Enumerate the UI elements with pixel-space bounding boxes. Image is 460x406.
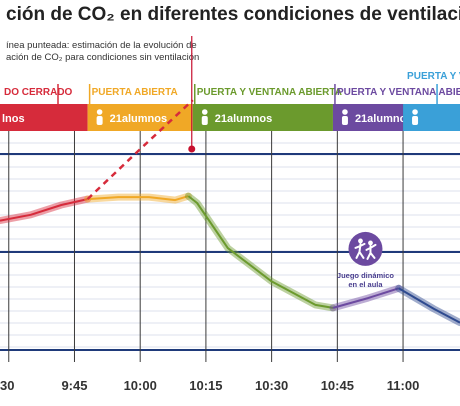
phase-bands: DO CERRADO lnos PUERTA ABIERTA 21alumnos PUE… xyxy=(0,71,460,131)
phase-label: PUERTA ABIERTA xyxy=(92,87,178,98)
band-label: 21alumnos xyxy=(215,113,272,125)
grid-lines xyxy=(0,104,460,362)
phase-band xyxy=(192,104,333,131)
person-icon xyxy=(201,109,208,125)
person-icon-body xyxy=(412,116,419,125)
person-icon-head xyxy=(201,109,208,115)
phase-band xyxy=(87,104,193,131)
marker-dot xyxy=(188,145,196,153)
x-axis-ticks: 30 9:45 10:00 10:15 10:30 10:45 11:00 xyxy=(0,378,419,393)
phase-band xyxy=(0,104,88,131)
note-line-1: ínea punteada: estimación de la evolució… xyxy=(6,40,197,51)
x-tick-label: 10:45 xyxy=(321,378,354,393)
person-icon xyxy=(412,109,419,125)
child-body xyxy=(365,243,377,260)
x-tick-label: 9:45 xyxy=(61,378,87,393)
annotation-text: Juego dinámico xyxy=(337,271,395,280)
child-head xyxy=(358,238,363,244)
co2-line xyxy=(187,195,334,309)
person-icon-head xyxy=(96,109,103,115)
current-time-marker xyxy=(188,36,196,153)
note-line-2: ación de CO₂ para condiciones sin ventil… xyxy=(6,52,199,63)
x-tick-label: 10:00 xyxy=(124,378,157,393)
x-tick-label: 30 xyxy=(0,378,14,393)
band-label: lnos xyxy=(2,113,25,125)
band-label: 21alumnos xyxy=(355,113,412,125)
child-body xyxy=(354,242,366,259)
person-icon-body xyxy=(96,116,103,125)
co2-line xyxy=(398,287,460,324)
person-icon-body xyxy=(201,116,208,125)
phase-label: PUERTA Y VENTANA ABIERT xyxy=(337,87,460,98)
x-tick-label: 10:30 xyxy=(255,378,288,393)
person-icon-head xyxy=(412,109,418,115)
co2-line xyxy=(332,287,400,309)
co2-line xyxy=(87,195,189,202)
person-icon-head xyxy=(342,109,348,115)
annotation-text: en el aula xyxy=(348,280,383,289)
series-lines xyxy=(0,99,460,327)
children-playing-icon xyxy=(348,231,383,266)
phase-label: PUERTA Y VENTANA ABIERTA xyxy=(197,87,342,98)
person-icon xyxy=(341,109,348,125)
x-tick-label: 11:00 xyxy=(387,378,420,393)
phase-band xyxy=(403,104,460,131)
x-tick-label: 10:15 xyxy=(189,378,222,393)
band-label: 21alumnos xyxy=(110,113,167,125)
phase-label: PUERTA Y VENTANA ABIERTA xyxy=(407,71,460,82)
person-icon-body xyxy=(341,116,348,125)
phase-label: DO CERRADO xyxy=(4,87,73,98)
child-head xyxy=(368,240,373,246)
chart-title: ción de CO₂ en diferentes condiciones de… xyxy=(6,4,460,25)
projection-dashed-line xyxy=(86,99,194,201)
person-icon xyxy=(96,109,103,125)
co2-line xyxy=(0,198,88,222)
annotation-circle xyxy=(348,231,383,266)
